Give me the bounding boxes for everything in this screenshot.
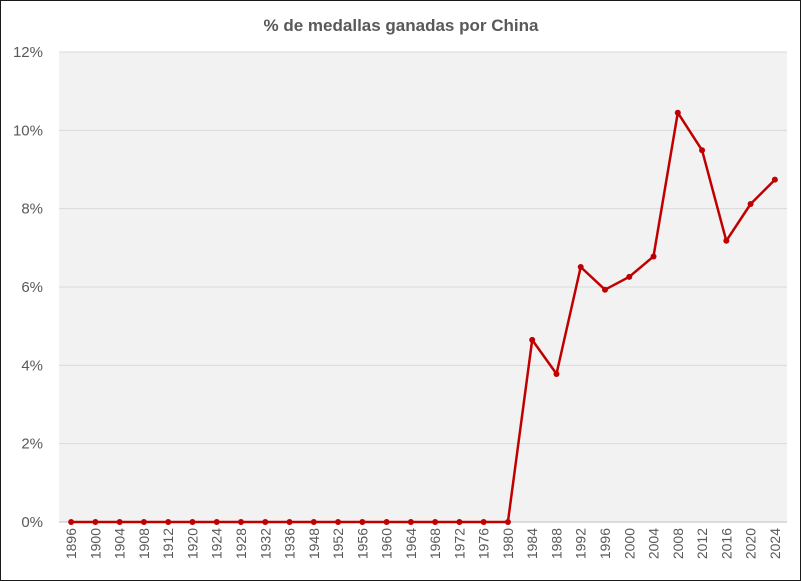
x-tick-label: 1972 <box>451 528 467 559</box>
data-point <box>650 253 657 260</box>
x-tick-label: 1908 <box>136 528 152 559</box>
data-point <box>238 519 244 525</box>
x-tick-label: 2024 <box>767 528 783 559</box>
data-point <box>456 519 463 525</box>
data-point <box>165 519 172 525</box>
x-tick-label: 1964 <box>403 528 419 559</box>
data-point <box>310 519 317 525</box>
y-tick-label: 0% <box>21 514 43 531</box>
data-point <box>480 519 487 525</box>
data-point <box>383 519 390 525</box>
x-tick-label: 2000 <box>621 528 637 559</box>
x-tick-label: 1912 <box>160 528 176 559</box>
data-point <box>602 286 608 293</box>
data-point <box>92 519 99 525</box>
y-tick-label: 8% <box>21 201 43 218</box>
x-tick-label: 2020 <box>743 528 759 559</box>
y-axis: 0% 2% 4% 6% 8% 10% 12% <box>13 44 43 531</box>
data-point <box>335 519 342 525</box>
chart-title: % de medallas ganadas por China <box>264 16 539 35</box>
data-point <box>747 200 754 207</box>
x-tick-label: 1956 <box>354 528 370 559</box>
y-tick-label: 10% <box>13 122 43 139</box>
data-point <box>116 519 123 525</box>
x-tick-label: 2016 <box>718 528 734 559</box>
x-tick-label: 1896 <box>63 528 79 559</box>
data-point <box>359 519 366 525</box>
data-point <box>68 519 75 525</box>
data-point <box>553 370 560 377</box>
x-tick-label: 1960 <box>379 528 395 559</box>
x-tick-label: 2004 <box>646 528 662 559</box>
data-point <box>432 519 439 525</box>
x-tick-label: 1900 <box>87 528 103 559</box>
y-tick-label: 12% <box>13 44 43 61</box>
x-tick-label: 1968 <box>427 528 443 559</box>
data-point <box>626 273 633 280</box>
y-tick-label: 4% <box>21 357 43 374</box>
x-tick-label: 1928 <box>233 528 249 559</box>
x-tick-label: 1976 <box>476 528 492 559</box>
data-point <box>213 519 220 525</box>
x-tick-label: 1984 <box>524 528 540 559</box>
series-line <box>71 111 776 524</box>
data-point <box>674 109 681 116</box>
series-china <box>68 109 778 525</box>
x-axis: 1896 1900 1904 1908 1912 1920 1924 1928 1932 1936… <box>63 528 783 559</box>
x-tick-label: 1920 <box>184 528 200 559</box>
x-tick-label: 1924 <box>209 528 225 559</box>
data-point <box>771 176 778 183</box>
x-tick-label: 2008 <box>670 528 686 559</box>
x-tick-label: 1936 <box>282 528 298 559</box>
data-point <box>286 519 293 525</box>
x-tick-label: 2012 <box>694 528 710 559</box>
x-tick-label: 1952 <box>330 528 346 559</box>
data-point <box>577 264 584 271</box>
y-tick-label: 6% <box>21 279 43 296</box>
data-point <box>262 519 269 525</box>
data-point <box>699 147 706 154</box>
data-point <box>504 519 511 525</box>
data-point <box>723 237 730 244</box>
x-tick-label: 1948 <box>306 528 322 559</box>
x-tick-label: 1904 <box>112 528 128 559</box>
x-tick-label: 1996 <box>597 528 613 559</box>
x-tick-label: 1980 <box>500 528 516 559</box>
data-point <box>140 519 147 525</box>
x-tick-label: 1992 <box>573 528 589 559</box>
data-point <box>407 519 414 525</box>
data-point <box>529 336 536 343</box>
x-tick-label: 1932 <box>257 528 273 559</box>
y-tick-label: 2% <box>21 436 43 453</box>
data-point <box>189 519 196 525</box>
x-tick-label: 1988 <box>548 528 564 559</box>
